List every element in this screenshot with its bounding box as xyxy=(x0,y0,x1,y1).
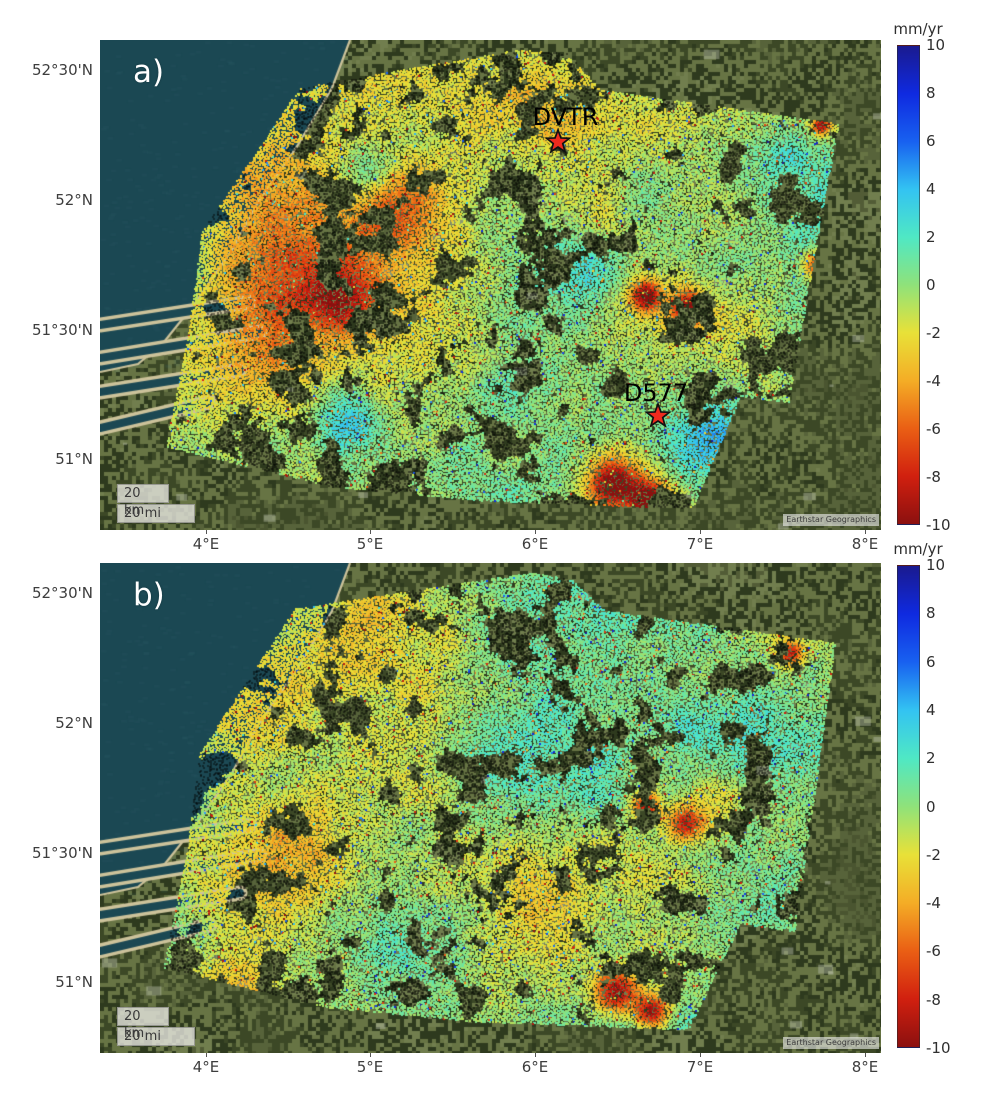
lon-tick-label: 4°E xyxy=(192,535,220,553)
lon-axis-tick xyxy=(370,530,371,534)
colorbar-tick-label: 8 xyxy=(926,84,936,102)
panel-label-a: a) xyxy=(133,54,165,90)
lat-tick-label: 52°30'N xyxy=(31,584,93,602)
colorbar-tick-label: -2 xyxy=(926,324,941,342)
colorbar-tick-label: -4 xyxy=(926,894,941,913)
colorbar-tick-label: -8 xyxy=(926,990,941,1009)
lon-axis-tick xyxy=(206,1053,207,1057)
colorbar-tick-label: 2 xyxy=(926,749,936,768)
colorbar-tick-label: 10 xyxy=(926,556,946,574)
map-panel-a: a) 20 km 20 mi Earthstar Geographics DVT… xyxy=(100,40,881,530)
scalebar-km-label: 20 km xyxy=(117,484,169,518)
scalebar-km-label: 20 km xyxy=(117,1007,169,1041)
lat-tick-label: 51°N xyxy=(55,450,93,468)
station-star-icon xyxy=(643,401,673,435)
lon-axis-tick xyxy=(535,1053,536,1057)
scalebar-mi-label: 20 mi xyxy=(117,504,195,523)
colorbar-tick-label: -2 xyxy=(926,845,941,864)
lon-tick-label: 5°E xyxy=(356,535,384,553)
lon-tick-label: 7°E xyxy=(686,535,714,553)
scalebar: 20 km 20 mi xyxy=(117,1007,195,1047)
panel-label-b: b) xyxy=(133,577,165,613)
insar-map-canvas-a xyxy=(100,40,881,530)
lat-tick-label: 51°30'N xyxy=(31,844,93,862)
map-panel-b: b) 20 km 20 mi Earthstar Geographics xyxy=(100,563,881,1053)
velocity-colorbar xyxy=(897,565,920,1048)
lon-tick-label: 5°E xyxy=(356,1058,384,1076)
lon-tick-label: 8°E xyxy=(851,1058,879,1076)
station-label-dvtr: DVTR xyxy=(532,102,599,131)
station-label-d577: D577 xyxy=(623,378,689,407)
lon-axis-tick xyxy=(865,1053,866,1057)
colorbar-tick-label: -10 xyxy=(926,516,951,534)
lon-axis-tick xyxy=(700,530,701,534)
lat-tick-label: 52°N xyxy=(55,191,93,209)
colorbar-tick-label: -6 xyxy=(926,420,941,438)
lon-tick-label: 4°E xyxy=(192,1058,220,1076)
lon-axis-tick xyxy=(370,1053,371,1057)
lon-axis-tick xyxy=(865,530,866,534)
colorbar-tick-label: 6 xyxy=(926,652,936,671)
lon-axis-tick xyxy=(700,1053,701,1057)
scalebar: 20 km 20 mi xyxy=(117,484,195,524)
colorbar-tick-label: -8 xyxy=(926,468,941,486)
map-attribution: Earthstar Geographics xyxy=(783,1037,879,1049)
colorbar-tick-label: 8 xyxy=(926,604,936,623)
velocity-colorbar xyxy=(897,45,920,525)
colorbar-tick-label: 0 xyxy=(926,276,936,294)
colorbar-tick-label: -6 xyxy=(926,942,941,961)
lon-axis-tick xyxy=(535,530,536,534)
colorbar-title: mm/yr xyxy=(893,20,943,38)
lon-axis-tick xyxy=(206,530,207,534)
lon-tick-label: 8°E xyxy=(851,535,879,553)
colorbar-tick-label: 4 xyxy=(926,180,936,198)
scalebar-mi-label: 20 mi xyxy=(117,1027,195,1046)
colorbar-tick-label: 2 xyxy=(926,228,936,246)
insar-map-canvas-b xyxy=(100,563,881,1053)
map-attribution: Earthstar Geographics xyxy=(783,514,879,526)
colorbar-tick-label: -10 xyxy=(926,1039,951,1057)
lat-tick-label: 52°N xyxy=(55,714,93,732)
colorbar-title: mm/yr xyxy=(893,540,943,558)
colorbar-tick-label: 10 xyxy=(926,36,946,54)
lon-tick-label: 6°E xyxy=(521,535,549,553)
lat-tick-label: 51°N xyxy=(55,973,93,991)
colorbar-tick-label: 0 xyxy=(926,797,936,816)
station-star-icon xyxy=(543,127,573,161)
lon-tick-label: 7°E xyxy=(686,1058,714,1076)
lat-tick-label: 52°30'N xyxy=(31,61,93,79)
lon-tick-label: 6°E xyxy=(521,1058,549,1076)
lat-tick-label: 51°30'N xyxy=(31,321,93,339)
colorbar-tick-label: 6 xyxy=(926,132,936,150)
colorbar-tick-label: 4 xyxy=(926,700,936,719)
colorbar-tick-label: -4 xyxy=(926,372,941,390)
